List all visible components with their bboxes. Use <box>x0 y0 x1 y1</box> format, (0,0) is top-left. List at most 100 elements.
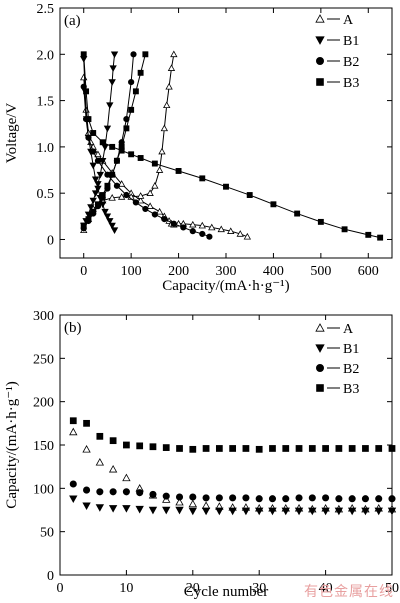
data-point <box>348 495 356 503</box>
data-point <box>113 157 120 164</box>
data-point <box>108 222 116 230</box>
legend-label: B1 <box>343 34 359 49</box>
data-point <box>243 232 252 240</box>
data-point <box>189 445 197 453</box>
data-point <box>162 444 170 451</box>
y-tick-label: 150 <box>33 439 54 454</box>
data-point <box>132 199 139 206</box>
data-point <box>85 116 92 123</box>
y-tick-label: 2.5 <box>37 2 55 17</box>
data-point <box>175 168 182 174</box>
data-point <box>137 155 144 161</box>
data-point <box>83 486 91 494</box>
data-point <box>201 507 211 516</box>
data-point <box>83 419 90 427</box>
legend-entry: B2 <box>315 362 359 377</box>
series-b3 <box>69 417 396 453</box>
legend-entry: B2 <box>315 55 359 70</box>
data-point <box>165 82 173 90</box>
x-tick-label: 40 <box>319 581 333 596</box>
data-point <box>375 445 383 452</box>
data-point <box>142 51 149 58</box>
data-point <box>155 207 164 215</box>
data-point <box>110 227 119 235</box>
legend-marker <box>316 78 324 86</box>
chart-panel-a: 0 100 200 300 400 500 600 0 0.5 1.0 1.5 2.0 2.5 Capac… <box>4 2 393 294</box>
data-point <box>128 151 135 158</box>
x-axis-label: Cycle number <box>184 584 269 600</box>
y-tick-label: 2.0 <box>37 48 55 63</box>
data-point <box>80 73 88 81</box>
data-point <box>80 51 87 58</box>
data-point <box>294 507 304 516</box>
data-point <box>242 494 250 502</box>
data-point <box>269 445 276 452</box>
data-point <box>103 125 112 133</box>
y-tick-label: 1.5 <box>37 95 55 110</box>
legend-label: B3 <box>343 76 359 91</box>
data-point <box>108 79 116 86</box>
legend-marker <box>315 36 325 45</box>
data-point <box>189 220 197 228</box>
data-point <box>268 495 277 503</box>
data-point <box>137 69 144 76</box>
data-point <box>161 216 168 223</box>
data-point <box>374 507 383 516</box>
y-tick-label: 200 <box>33 396 54 411</box>
data-point <box>348 445 356 452</box>
data-point <box>149 443 157 451</box>
data-point <box>201 501 211 509</box>
x-tick-label: 400 <box>263 264 284 279</box>
data-point <box>202 494 210 502</box>
y-tick-label: 0 <box>47 569 54 584</box>
data-point <box>388 495 396 503</box>
data-point <box>199 175 206 182</box>
data-point <box>94 201 101 208</box>
x-tick-label: 0 <box>57 581 64 596</box>
data-point <box>95 458 105 466</box>
data-point <box>377 234 384 241</box>
data-point <box>128 78 135 86</box>
data-point <box>365 231 372 238</box>
data-point <box>334 507 344 516</box>
y-tick-label: 0.5 <box>37 187 55 202</box>
legend-entry: A <box>315 322 354 337</box>
data-point <box>94 157 102 164</box>
data-point <box>270 201 277 208</box>
data-point <box>294 210 301 217</box>
data-point <box>85 216 92 223</box>
data-point <box>361 507 370 516</box>
data-point <box>146 202 154 209</box>
data-point <box>151 160 158 167</box>
data-point <box>215 445 223 452</box>
data-point <box>99 201 107 209</box>
data-point <box>83 88 90 95</box>
data-point <box>90 208 97 215</box>
data-point <box>142 205 149 213</box>
data-point <box>162 506 171 515</box>
x-tick-label: 0 <box>80 264 87 279</box>
data-point <box>175 497 184 506</box>
data-point <box>110 51 119 59</box>
data-point <box>255 495 263 503</box>
legend-label: B2 <box>343 55 359 70</box>
legend-marker <box>316 384 324 392</box>
data-point <box>158 147 166 155</box>
data-point <box>109 488 117 496</box>
data-point <box>69 495 78 504</box>
data-point <box>69 480 77 488</box>
legend-marker <box>315 323 325 332</box>
data-point <box>282 495 290 503</box>
data-point <box>215 494 223 502</box>
y-tick-label: 250 <box>33 352 54 367</box>
data-point <box>170 220 177 227</box>
data-point <box>106 102 114 110</box>
data-point <box>335 445 343 452</box>
data-point <box>94 150 102 158</box>
data-point <box>91 176 100 184</box>
data-point <box>89 162 97 170</box>
y-axis-label: Voltage/V <box>4 103 20 164</box>
x-tick-label: 20 <box>186 581 200 596</box>
data-point <box>308 507 317 516</box>
